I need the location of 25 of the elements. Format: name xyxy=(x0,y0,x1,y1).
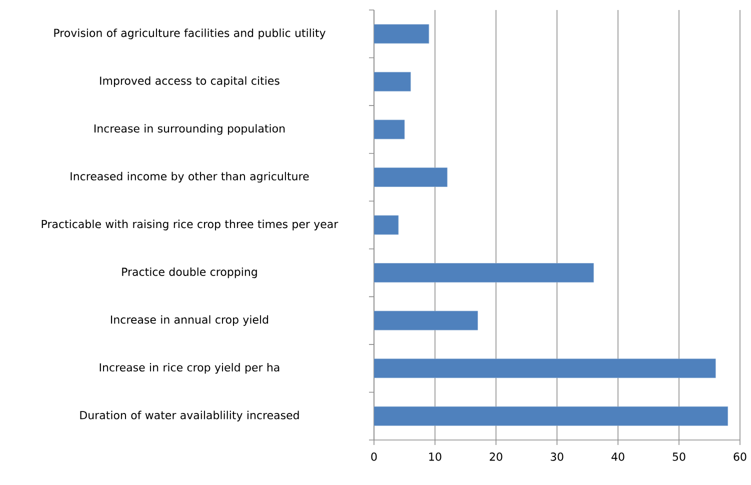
x-tick-label: 40 xyxy=(612,452,624,461)
x-tick-label: 60 xyxy=(734,452,746,461)
y-tick-label: Duration of water availablility increased xyxy=(80,410,299,422)
x-tick-label: 50 xyxy=(672,452,686,461)
y-tick-label: Improved access to capital cities xyxy=(100,76,280,87)
bar xyxy=(374,310,478,330)
x-tick-label: 20 xyxy=(490,452,502,461)
bar xyxy=(374,358,716,378)
bar xyxy=(374,215,399,235)
y-tick-label: Practicable with raising rice crop three times per year xyxy=(42,220,338,230)
bar xyxy=(374,263,594,282)
bar xyxy=(374,406,728,426)
y-tick-label: Increase in annual crop yield xyxy=(110,315,268,326)
x-tick-label: 0 xyxy=(371,452,377,461)
x-tick-label: 10 xyxy=(429,452,442,461)
y-tick-label: Practice double cropping xyxy=(122,267,257,278)
bar xyxy=(374,24,430,44)
y-tick-label: Increased income by other than agriculture xyxy=(70,172,309,183)
y-tick-label: Increase in rice crop yield per ha xyxy=(100,363,280,374)
bar xyxy=(374,168,448,187)
bar xyxy=(374,120,405,140)
y-tick-label: Provision of agriculture facilities and public utility xyxy=(54,28,326,40)
x-tick-label: 30 xyxy=(550,452,564,461)
bar xyxy=(374,72,411,92)
y-tick-label: Increase in surrounding population xyxy=(94,124,285,135)
